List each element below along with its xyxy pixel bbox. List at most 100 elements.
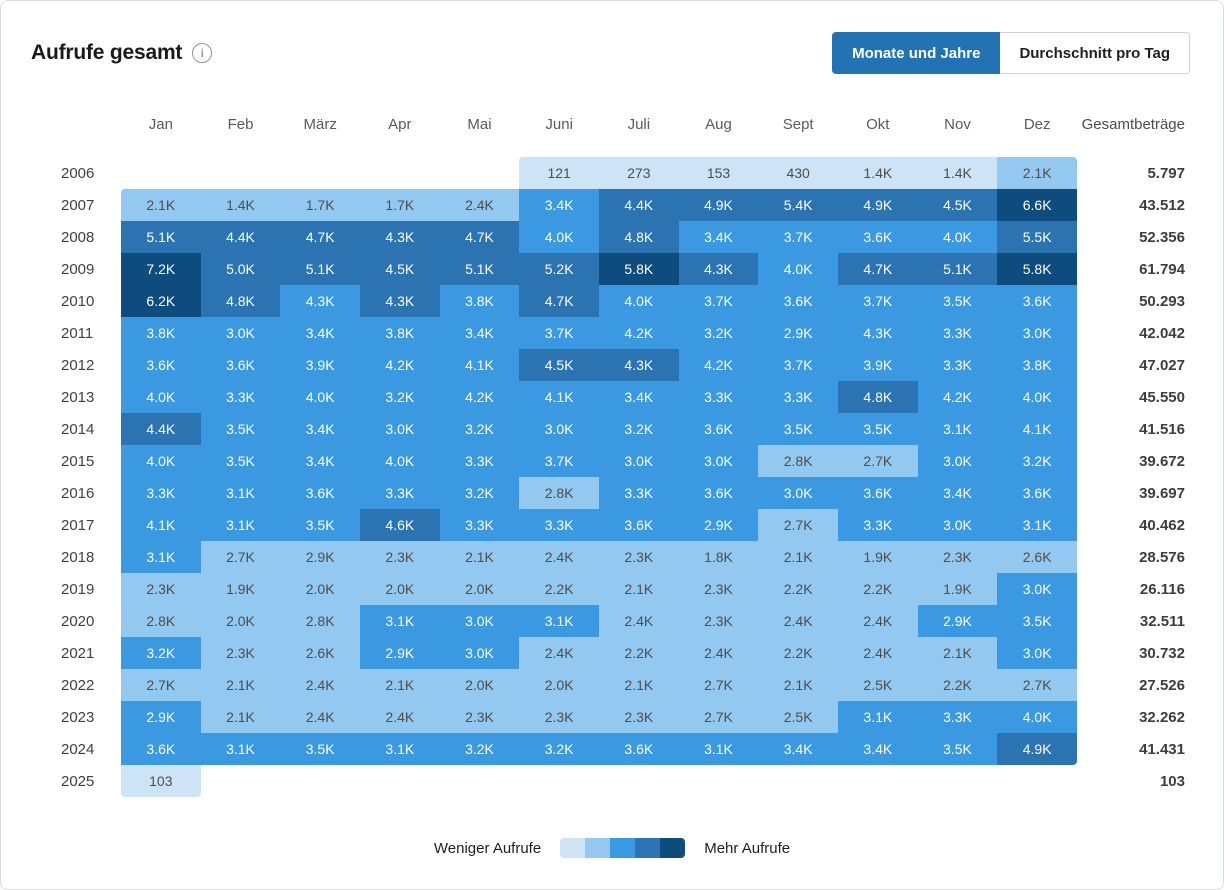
heatmap-cell[interactable]: 3.6K — [200, 349, 281, 381]
heatmap-cell[interactable]: 3.0K — [917, 445, 998, 477]
heatmap-cell[interactable]: 2.7K — [678, 669, 759, 701]
heatmap-cell[interactable]: 103 — [121, 765, 201, 797]
heatmap-cell[interactable]: 1.4K — [917, 157, 998, 189]
heatmap-cell[interactable]: 3.1K — [917, 413, 998, 445]
heatmap-cell[interactable]: 2.9K — [758, 317, 838, 349]
heatmap-cell[interactable]: 3.8K — [121, 317, 201, 349]
heatmap-cell[interactable]: 3.3K — [439, 445, 520, 477]
heatmap-cell[interactable]: 2.4K — [678, 637, 759, 669]
heatmap-cell[interactable]: 4.7K — [280, 221, 360, 253]
heatmap-cell[interactable]: 2.6K — [280, 637, 360, 669]
heatmap-cell[interactable]: 3.3K — [917, 701, 998, 733]
heatmap-cell[interactable]: 2.1K — [439, 541, 520, 573]
heatmap-cell[interactable]: 1.9K — [837, 541, 918, 573]
heatmap-cell[interactable]: 1.8K — [678, 541, 759, 573]
heatmap-cell[interactable]: 2.5K — [758, 701, 838, 733]
heatmap-cell[interactable]: 3.6K — [678, 477, 759, 509]
heatmap-cell[interactable]: 2.7K — [121, 669, 201, 701]
heatmap-cell[interactable]: 2.7K — [997, 669, 1077, 701]
heatmap-cell[interactable]: 430 — [758, 157, 838, 189]
heatmap-cell[interactable]: 4.5K — [917, 189, 998, 221]
heatmap-cell[interactable]: 3.6K — [837, 477, 918, 509]
heatmap-cell[interactable]: 4.8K — [200, 285, 281, 317]
heatmap-cell[interactable]: 121 — [519, 157, 599, 189]
heatmap-cell[interactable]: 3.6K — [758, 285, 838, 317]
heatmap-cell[interactable]: 3.2K — [678, 317, 759, 349]
heatmap-cell[interactable]: 3.5K — [917, 285, 998, 317]
heatmap-cell[interactable]: 3.2K — [997, 445, 1077, 477]
heatmap-cell[interactable]: 3.1K — [200, 509, 281, 541]
heatmap-cell[interactable]: 4.1K — [519, 381, 599, 413]
heatmap-cell[interactable]: 2.4K — [519, 541, 599, 573]
heatmap-cell[interactable]: 5.8K — [997, 253, 1077, 285]
heatmap-cell[interactable]: 2.7K — [678, 701, 759, 733]
heatmap-cell[interactable]: 2.1K — [598, 669, 679, 701]
heatmap-cell[interactable]: 5.1K — [121, 221, 201, 253]
heatmap-cell[interactable]: 4.3K — [598, 349, 679, 381]
heatmap-cell[interactable]: 3.2K — [121, 637, 201, 669]
heatmap-cell[interactable]: 2.1K — [917, 637, 998, 669]
heatmap-cell[interactable]: 3.3K — [917, 349, 998, 381]
heatmap-cell[interactable]: 2.1K — [598, 573, 679, 605]
heatmap-cell[interactable]: 4.3K — [280, 285, 360, 317]
heatmap-cell[interactable]: 2.8K — [519, 477, 599, 509]
heatmap-cell[interactable]: 3.5K — [917, 733, 998, 765]
heatmap-cell[interactable]: 2.0K — [200, 605, 281, 637]
heatmap-cell[interactable]: 3.1K — [837, 701, 918, 733]
heatmap-cell[interactable]: 2.3K — [678, 573, 759, 605]
heatmap-cell[interactable]: 3.7K — [519, 317, 599, 349]
heatmap-cell[interactable]: 4.3K — [359, 221, 440, 253]
heatmap-cell[interactable]: 2.1K — [758, 541, 838, 573]
heatmap-cell[interactable]: 2.3K — [200, 637, 281, 669]
heatmap-cell[interactable]: 1.4K — [200, 189, 281, 221]
heatmap-cell[interactable]: 3.0K — [758, 477, 838, 509]
heatmap-cell[interactable]: 273 — [598, 157, 679, 189]
heatmap-cell[interactable]: 2.4K — [439, 189, 520, 221]
heatmap-cell[interactable]: 2.7K — [837, 445, 918, 477]
heatmap-cell[interactable]: 2.3K — [917, 541, 998, 573]
heatmap-cell[interactable]: 2.7K — [758, 509, 838, 541]
heatmap-cell[interactable]: 3.7K — [758, 221, 838, 253]
heatmap-cell[interactable]: 4.2K — [359, 349, 440, 381]
heatmap-cell[interactable]: 2.4K — [280, 701, 360, 733]
heatmap-cell[interactable]: 2.1K — [200, 669, 281, 701]
heatmap-cell[interactable]: 4.0K — [121, 381, 201, 413]
heatmap-cell[interactable]: 3.0K — [200, 317, 281, 349]
heatmap-cell[interactable]: 3.3K — [917, 317, 998, 349]
heatmap-cell[interactable]: 2.3K — [598, 701, 679, 733]
heatmap-cell[interactable]: 2.6K — [997, 541, 1077, 573]
heatmap-cell[interactable]: 3.4K — [837, 733, 918, 765]
heatmap-cell[interactable]: 3.3K — [837, 509, 918, 541]
heatmap-cell[interactable]: 2.0K — [519, 669, 599, 701]
heatmap-cell[interactable]: 3.5K — [280, 509, 360, 541]
heatmap-cell[interactable]: 3.3K — [121, 477, 201, 509]
heatmap-cell[interactable]: 2.2K — [917, 669, 998, 701]
heatmap-cell[interactable]: 3.3K — [519, 509, 599, 541]
heatmap-cell[interactable]: 4.1K — [439, 349, 520, 381]
heatmap-cell[interactable]: 3.1K — [997, 509, 1077, 541]
heatmap-cell[interactable]: 3.2K — [598, 413, 679, 445]
heatmap-cell[interactable]: 3.6K — [837, 221, 918, 253]
heatmap-cell[interactable]: 3.9K — [280, 349, 360, 381]
heatmap-cell[interactable]: 3.5K — [200, 413, 281, 445]
heatmap-cell[interactable]: 3.4K — [917, 477, 998, 509]
heatmap-cell[interactable]: 3.3K — [359, 477, 440, 509]
heatmap-cell[interactable]: 4.8K — [598, 221, 679, 253]
heatmap-cell[interactable]: 2.3K — [359, 541, 440, 573]
heatmap-cell[interactable]: 2.4K — [280, 669, 360, 701]
heatmap-cell[interactable]: 3.8K — [997, 349, 1077, 381]
heatmap-cell[interactable]: 5.5K — [997, 221, 1077, 253]
heatmap-cell[interactable]: 2.1K — [121, 189, 201, 221]
heatmap-cell[interactable]: 2.9K — [280, 541, 360, 573]
heatmap-cell[interactable]: 3.4K — [598, 381, 679, 413]
heatmap-cell[interactable]: 5.1K — [917, 253, 998, 285]
heatmap-cell[interactable]: 3.4K — [439, 317, 520, 349]
heatmap-cell[interactable]: 4.7K — [519, 285, 599, 317]
heatmap-cell[interactable]: 3.4K — [280, 317, 360, 349]
heatmap-cell[interactable]: 5.4K — [758, 189, 838, 221]
heatmap-cell[interactable]: 4.0K — [598, 285, 679, 317]
heatmap-cell[interactable]: 2.4K — [837, 637, 918, 669]
heatmap-cell[interactable]: 2.4K — [359, 701, 440, 733]
heatmap-cell[interactable]: 3.5K — [758, 413, 838, 445]
heatmap-cell[interactable]: 5.1K — [439, 253, 520, 285]
